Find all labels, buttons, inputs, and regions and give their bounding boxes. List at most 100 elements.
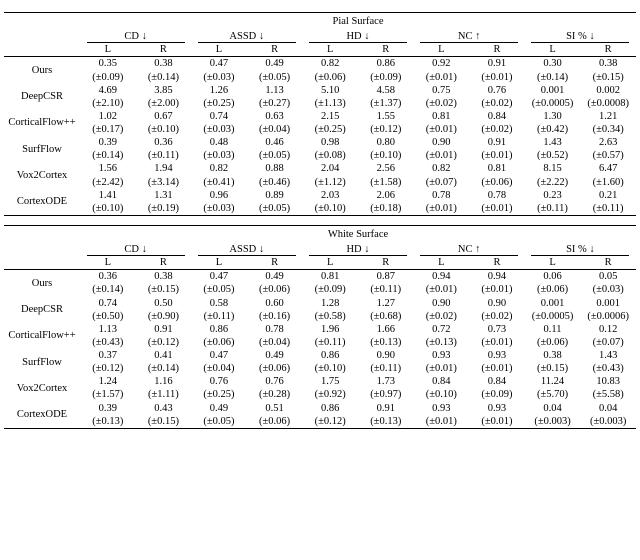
method-name: DeepCSR	[4, 84, 80, 110]
metric-header: ASSD ↓	[191, 30, 302, 43]
metric-cell: 1.24(±1.57)	[80, 375, 136, 401]
side-header: L	[414, 43, 470, 57]
metric-cell: 0.91(±0.01)	[469, 57, 525, 84]
metric-cell: 0.93(±0.01)	[414, 349, 470, 375]
metrics-table: Pial SurfaceCD ↓ASSD ↓HD ↓NC ↑SI % ↓LRLR…	[4, 12, 636, 429]
side-header: R	[580, 43, 636, 57]
metric-cell: 0.001(±0.0006)	[580, 297, 636, 323]
side-header: L	[302, 256, 358, 270]
metric-cell: 1.43(±0.43)	[580, 349, 636, 375]
metric-cell: 0.76(±0.28)	[247, 375, 303, 401]
metric-cell: 1.56(±2.42)	[80, 162, 136, 188]
metric-cell: 0.39(±0.13)	[80, 402, 136, 429]
metric-cell: 0.74(±0.50)	[80, 297, 136, 323]
metric-cell: 0.73(±0.01)	[469, 323, 525, 349]
surface-title: Pial Surface	[80, 13, 636, 31]
results-table-container: Pial SurfaceCD ↓ASSD ↓HD ↓NC ↑SI % ↓LRLR…	[4, 12, 636, 429]
side-header: R	[247, 256, 303, 270]
metric-cell: 0.60(±0.16)	[247, 297, 303, 323]
metric-cell: 0.35(±0.09)	[80, 57, 136, 84]
metric-header: CD ↓	[80, 243, 191, 256]
metric-cell: 8.15(±2.22)	[525, 162, 581, 188]
side-header: L	[302, 43, 358, 57]
side-header: R	[580, 256, 636, 270]
metric-cell: 0.41(±0.14)	[136, 349, 192, 375]
metric-cell: 0.48(±0.03)	[191, 136, 247, 162]
metric-cell: 0.58(±0.11)	[191, 297, 247, 323]
metric-cell: 0.84(±0.02)	[469, 110, 525, 136]
metric-cell: 0.49(±0.06)	[247, 270, 303, 297]
metric-cell: 0.76(±0.02)	[469, 84, 525, 110]
metric-cell: 2.04(±1.12)	[302, 162, 358, 188]
metric-cell: 2.63(±0.57)	[580, 136, 636, 162]
metric-cell: 0.47(±0.04)	[191, 349, 247, 375]
metric-cell: 0.72(±0.13)	[414, 323, 470, 349]
metric-cell: 0.38(±0.15)	[580, 57, 636, 84]
metric-cell: 0.47(±0.05)	[191, 270, 247, 297]
metric-cell: 0.49(±0.05)	[191, 402, 247, 429]
metric-cell: 1.41(±0.10)	[80, 189, 136, 216]
metric-cell: 3.85(±2.00)	[136, 84, 192, 110]
metric-cell: 0.91(±0.12)	[136, 323, 192, 349]
metric-cell: 0.96(±0.03)	[191, 189, 247, 216]
metric-cell: 0.91(±0.13)	[358, 402, 414, 429]
metric-cell: 4.58(±1.37)	[358, 84, 414, 110]
metric-header: ASSD ↓	[191, 243, 302, 256]
metric-cell: 11.24(±5.70)	[525, 375, 581, 401]
method-name: Ours	[4, 57, 80, 84]
metric-cell: 0.87(±0.11)	[358, 270, 414, 297]
metric-cell: 0.04(±0.003)	[525, 402, 581, 429]
metric-header: HD ↓	[302, 243, 413, 256]
metric-cell: 0.49(±0.06)	[247, 349, 303, 375]
metric-header: SI % ↓	[525, 30, 636, 43]
metric-cell: 5.10(±1.13)	[302, 84, 358, 110]
metric-cell: 0.88(±0.46)	[247, 162, 303, 188]
metric-cell: 0.86(±0.06)	[191, 323, 247, 349]
metric-cell: 0.90(±0.02)	[414, 297, 470, 323]
metric-cell: 0.46(±0.05)	[247, 136, 303, 162]
metric-cell: 2.03(±0.10)	[302, 189, 358, 216]
metric-cell: 0.49(±0.05)	[247, 57, 303, 84]
metric-cell: 0.36(±0.11)	[136, 136, 192, 162]
metric-cell: 0.78(±0.04)	[247, 323, 303, 349]
metric-cell: 1.13(±0.43)	[80, 323, 136, 349]
metric-cell: 0.86(±0.12)	[302, 402, 358, 429]
side-header: L	[191, 256, 247, 270]
metric-cell: 0.001(±0.0005)	[525, 84, 581, 110]
method-name: SurfFlow	[4, 136, 80, 162]
side-header: R	[469, 256, 525, 270]
method-name: DeepCSR	[4, 297, 80, 323]
metric-cell: 0.37(±0.12)	[80, 349, 136, 375]
metric-cell: 0.38(±0.15)	[525, 349, 581, 375]
metric-cell: 1.66(±0.13)	[358, 323, 414, 349]
metric-cell: 0.92(±0.01)	[414, 57, 470, 84]
metric-cell: 0.50(±0.90)	[136, 297, 192, 323]
metric-cell: 0.63(±0.04)	[247, 110, 303, 136]
metric-cell: 1.13(±0.27)	[247, 84, 303, 110]
side-header: R	[469, 43, 525, 57]
metric-cell: 0.94(±0.01)	[414, 270, 470, 297]
metric-cell: 1.75(±0.92)	[302, 375, 358, 401]
side-header: L	[191, 43, 247, 57]
metric-cell: 1.73(±0.97)	[358, 375, 414, 401]
metric-header: NC ↑	[414, 243, 525, 256]
method-name: CorticalFlow++	[4, 323, 80, 349]
metric-cell: 0.82(±0.06)	[302, 57, 358, 84]
side-header: R	[136, 43, 192, 57]
metric-cell: 0.38(±0.15)	[136, 270, 192, 297]
side-header: L	[525, 43, 581, 57]
metric-cell: 1.43(±0.52)	[525, 136, 581, 162]
metric-cell: 10.83(±5.58)	[580, 375, 636, 401]
metric-cell: 1.28(±0.58)	[302, 297, 358, 323]
side-header: R	[358, 256, 414, 270]
metric-cell: 0.93(±0.01)	[469, 349, 525, 375]
metric-cell: 0.51(±0.06)	[247, 402, 303, 429]
metric-cell: 0.78(±0.01)	[414, 189, 470, 216]
metric-cell: 0.86(±0.10)	[302, 349, 358, 375]
method-name: CorticalFlow++	[4, 110, 80, 136]
metric-cell: 0.98(±0.08)	[302, 136, 358, 162]
metric-cell: 0.91(±0.01)	[469, 136, 525, 162]
metric-cell: 1.30(±0.42)	[525, 110, 581, 136]
metric-cell: 0.43(±0.15)	[136, 402, 192, 429]
metric-cell: 0.82(±0.41)	[191, 162, 247, 188]
